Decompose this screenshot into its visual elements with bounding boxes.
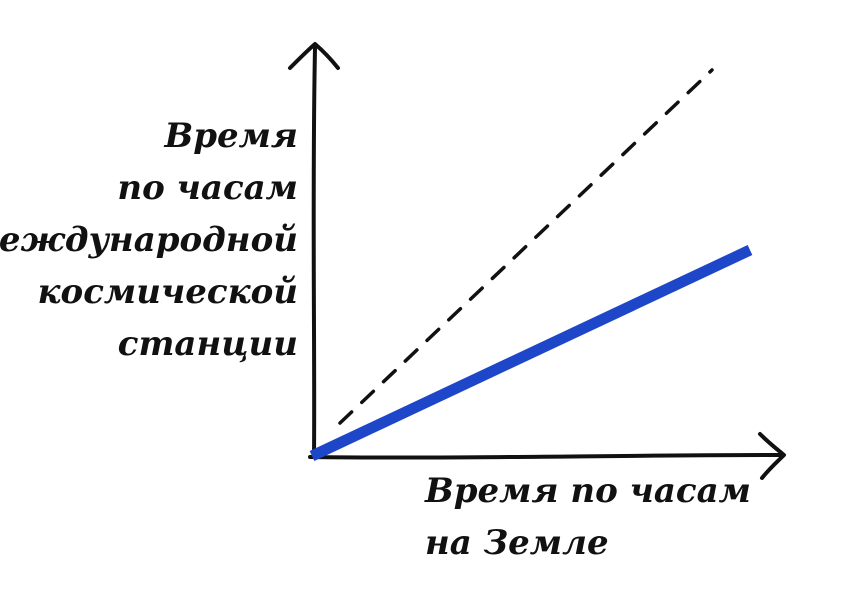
x-axis-label-line-1: Время по часам [425, 471, 751, 511]
y-axis-label-line-3: Международной [0, 220, 298, 260]
x-axis-label: Время по часам на Земле [425, 465, 751, 569]
y-axis-label-line-5: станции [117, 324, 298, 364]
station-time-line [309, 245, 753, 461]
x-axis [308, 453, 784, 460]
y-axis-label-line-4: космической [37, 272, 298, 312]
y-axis [311, 46, 317, 459]
reference-dashed-line [338, 68, 714, 425]
y-axis-label-line-1: Время [164, 116, 298, 156]
x-axis-label-line-2: на Земле [425, 523, 609, 563]
y-axis-label: Время по часам Международной космической… [0, 110, 298, 370]
x-axis-arrowhead [758, 432, 786, 480]
y-axis-arrowhead [288, 42, 340, 70]
y-axis-label-line-2: по часам [117, 168, 298, 208]
